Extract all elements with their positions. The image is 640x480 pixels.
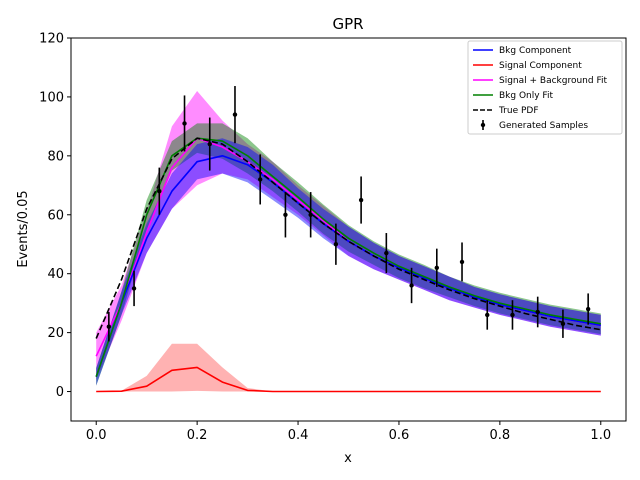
confidence-bands	[96, 91, 601, 392]
sample-marker	[182, 121, 187, 126]
sample-point	[535, 296, 540, 328]
chart-title: GPR	[332, 15, 363, 33]
sample-point	[560, 309, 566, 338]
sample-point	[384, 233, 389, 274]
sample-marker	[106, 324, 112, 329]
sample-points	[106, 86, 591, 342]
sample-point	[333, 223, 339, 265]
y-axis-ticks: 0 20 40 60 80 100 120	[39, 32, 71, 400]
line-signal	[96, 366, 601, 393]
sample-marker	[384, 250, 389, 256]
sample-point	[585, 293, 591, 325]
legend-item-signal: Signal Component	[473, 61, 582, 71]
sample-marker	[157, 189, 162, 194]
sample-marker	[560, 321, 566, 326]
sample-marker	[283, 212, 288, 217]
sample-point	[459, 242, 465, 282]
sample-marker	[333, 242, 339, 247]
y-tick-label: 0	[56, 385, 64, 400]
x-tick-label: 0.8	[490, 428, 511, 443]
line-bkg_only	[95, 137, 601, 378]
legend-box	[467, 40, 623, 135]
y-tick-label: 100	[39, 90, 64, 105]
sample-point	[232, 86, 238, 144]
sample-marker	[459, 259, 465, 265]
sample-marker	[232, 112, 238, 117]
fit-lines	[95, 137, 601, 393]
sample-point	[409, 267, 414, 304]
sample-point	[258, 154, 263, 205]
sample-marker	[358, 197, 364, 203]
sample-marker	[585, 306, 591, 312]
x-axis-label: x	[344, 451, 352, 466]
y-tick-label: 40	[47, 267, 64, 282]
sample-point	[358, 176, 364, 224]
legend-swatch-marker	[480, 122, 486, 128]
y-tick-label: 60	[47, 208, 64, 223]
sample-point	[106, 311, 112, 342]
sample-marker	[510, 312, 515, 318]
x-tick-label: 0.4	[288, 428, 309, 443]
line-true_pdf	[95, 137, 601, 339]
sample-point	[485, 300, 490, 330]
legend-item-bkg: Bkg Component	[473, 46, 572, 56]
legend-label: Bkg Only Fit	[499, 91, 553, 101]
sample-point	[308, 192, 313, 238]
sample-marker	[258, 177, 263, 182]
y-tick-label: 80	[47, 149, 64, 164]
sample-point	[510, 300, 515, 330]
sample-point	[434, 248, 439, 287]
legend-label: Signal Component	[499, 61, 582, 71]
legend-item-bkg_only: Bkg Only Fit	[473, 91, 553, 101]
sample-marker	[535, 309, 540, 315]
legend-item-samples: Generated Samples	[480, 120, 588, 131]
sample-marker	[434, 265, 439, 270]
x-tick-label: 0.6	[389, 428, 410, 443]
sample-point	[157, 167, 162, 215]
legend-label: Generated Samples	[499, 121, 588, 131]
sample-point	[182, 95, 187, 152]
band-signal	[96, 343, 601, 392]
legend-label: True PDF	[498, 106, 539, 116]
sample-marker	[131, 286, 137, 291]
sample-marker	[308, 212, 313, 217]
x-tick-label: 1.0	[590, 428, 611, 443]
sample-point	[207, 117, 212, 171]
x-tick-label: 0.2	[187, 428, 208, 443]
sample-marker	[485, 312, 490, 318]
y-axis-label: Events/0.05	[16, 190, 31, 267]
sample-point	[283, 192, 288, 238]
x-axis-ticks: 0.0 0.2 0.4 0.6 0.8 1.0	[86, 421, 611, 443]
y-tick-label: 120	[39, 32, 64, 47]
legend: Bkg Component Signal Component Signal + Ba…	[467, 40, 623, 135]
legend-label: Bkg Component	[499, 46, 572, 56]
band-sig_bkg	[96, 91, 601, 380]
x-tick-label: 0.0	[86, 428, 107, 443]
sample-point	[131, 270, 137, 307]
line-bkg	[95, 155, 601, 378]
sample-marker	[207, 141, 212, 147]
legend-item-sig_bkg: Signal + Background Fit	[473, 76, 607, 86]
plot-frame	[70, 37, 627, 422]
legend-label: Signal + Background Fit	[499, 76, 607, 86]
legend-item-true_pdf: True PDF	[473, 106, 539, 116]
y-tick-label: 20	[47, 326, 64, 341]
sample-marker	[409, 283, 414, 288]
